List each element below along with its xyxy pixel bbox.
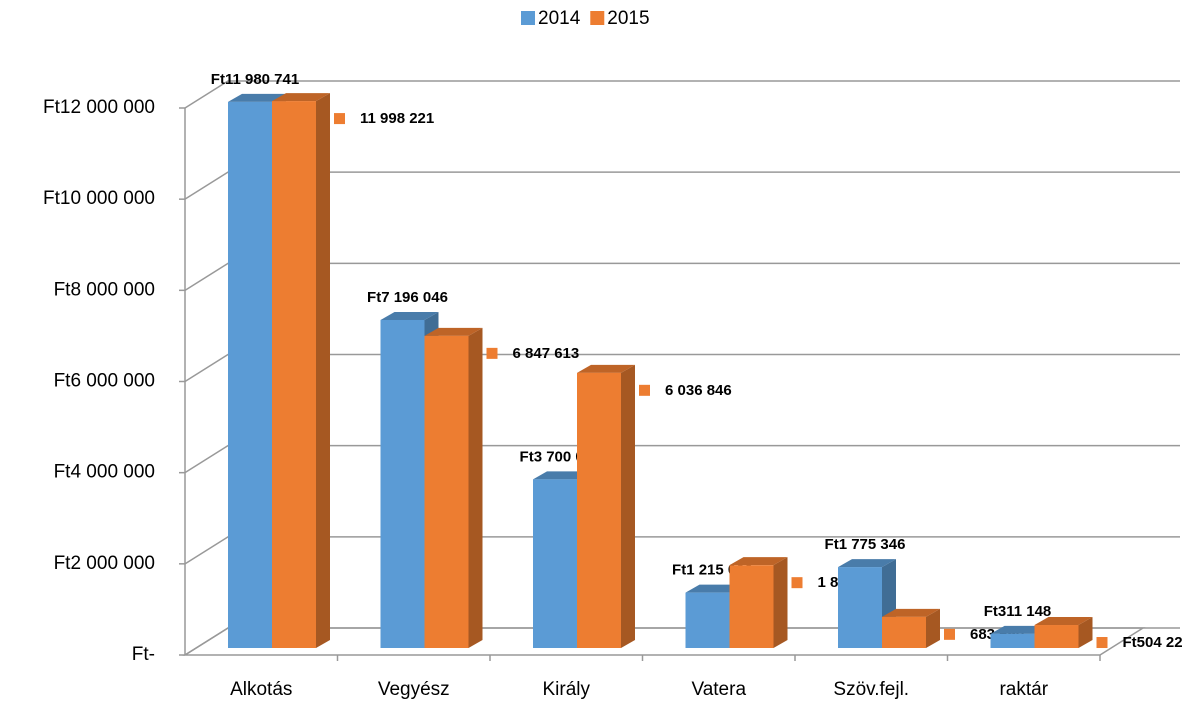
bar-front <box>577 372 621 648</box>
grid-line <box>184 262 1180 291</box>
bar-front <box>1034 625 1079 648</box>
y-tick-label: Ft12 000 000 <box>43 97 155 118</box>
bar-front <box>533 479 577 648</box>
bar-top <box>533 471 591 480</box>
bar-top <box>990 625 1049 634</box>
grid-line <box>184 171 1180 200</box>
bar-top <box>882 608 940 617</box>
bar <box>272 93 330 648</box>
data-label: Ft11 980 741 <box>211 71 299 88</box>
bar-side <box>316 93 330 648</box>
data-label: Ft7 196 046 <box>367 289 448 306</box>
bar-front <box>685 592 730 648</box>
y-tick-label: Ft6 000 000 <box>54 371 155 392</box>
y-tick-label: Ft10 000 000 <box>43 188 155 209</box>
grid-line <box>184 444 1180 474</box>
x-tick-label: Vegyész <box>378 679 450 700</box>
bar-front <box>729 565 774 648</box>
bar-top <box>380 311 439 320</box>
bar-front <box>838 567 882 648</box>
bar-side <box>926 608 940 648</box>
data-label: 6 036 846 <box>665 382 732 399</box>
legend-label: 2014 <box>538 8 581 29</box>
bar-top <box>424 327 483 336</box>
legend-label: 2015 <box>607 8 649 29</box>
bar-top <box>228 93 286 102</box>
data-label: 11 998 221 <box>360 110 434 127</box>
data-label: Ft311 148 <box>984 603 1052 620</box>
x-tick-label: raktár <box>999 679 1048 700</box>
bar-top <box>577 364 635 373</box>
grid-line <box>184 353 1180 383</box>
bar <box>577 364 635 648</box>
bar <box>729 557 788 648</box>
bar-front <box>272 101 316 648</box>
legend-swatch <box>590 11 605 25</box>
legend-swatch <box>521 11 535 25</box>
data-label-key <box>1096 637 1108 649</box>
grid-line <box>184 536 1180 565</box>
bar-top <box>838 559 896 568</box>
y-tick-label: Ft8 000 000 <box>54 279 155 300</box>
bar-side <box>468 327 483 648</box>
bar-front <box>990 633 1035 648</box>
bar-side <box>773 557 788 648</box>
bar-front <box>380 319 425 648</box>
bar-front <box>228 101 272 649</box>
y-tick-label: Ft4 000 000 <box>54 462 155 483</box>
bar-front <box>424 335 469 648</box>
bar-top <box>1034 617 1093 626</box>
data-label-key <box>639 384 650 396</box>
x-tick-label: Vatera <box>691 679 746 700</box>
bar <box>1034 617 1093 648</box>
bar-side <box>621 364 635 648</box>
data-label-key <box>334 113 345 125</box>
grid-line <box>184 80 1180 109</box>
data-label: 6 847 613 <box>513 345 580 362</box>
data-label: Ft1 775 346 <box>825 536 906 553</box>
data-label-key <box>791 577 803 589</box>
data-label: Ft504 220 <box>1123 634 1183 651</box>
bar <box>882 608 940 648</box>
y-tick-label: Ft2 000 000 <box>54 553 155 574</box>
bar-side <box>1078 617 1093 648</box>
bar-top <box>729 557 788 566</box>
bar-top <box>685 584 744 593</box>
y-tick-label: Ft- <box>132 644 155 665</box>
x-tick-label: Alkotás <box>230 679 292 700</box>
x-tick-label: Király <box>542 679 590 700</box>
bar-top <box>272 93 330 102</box>
x-tick-label: Szöv.fejl. <box>833 679 909 700</box>
bar-front <box>882 616 926 648</box>
bar <box>424 327 483 648</box>
data-label-key <box>944 628 955 640</box>
data-label-key <box>486 347 498 359</box>
